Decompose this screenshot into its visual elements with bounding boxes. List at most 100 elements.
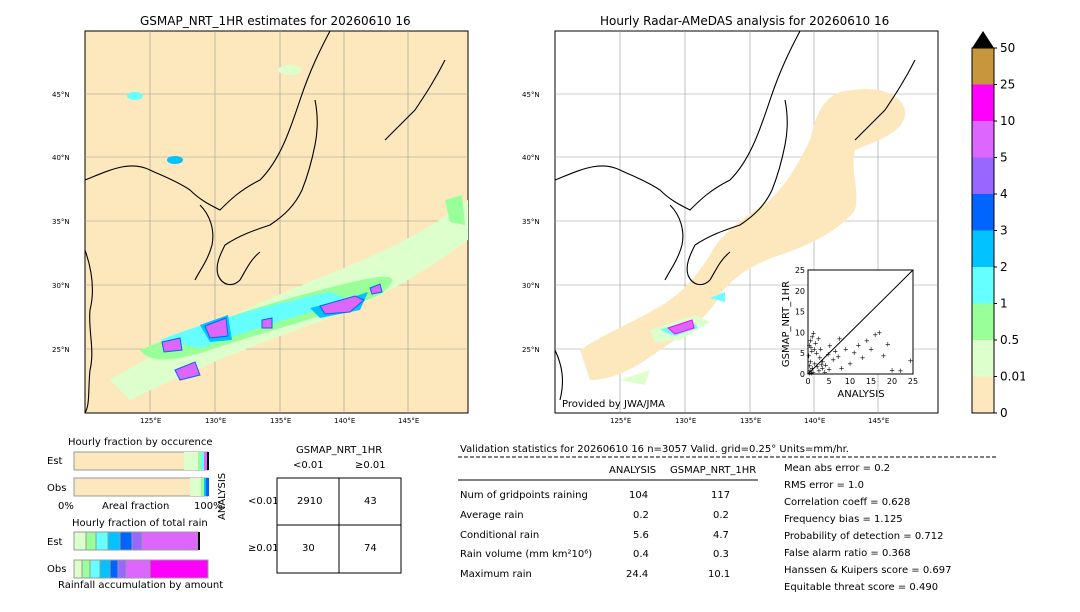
cell-value: 43 [364, 496, 377, 507]
stat-label: Num of gridpoints raining [460, 490, 588, 501]
colorbar-swatch [972, 340, 994, 377]
scatter-point: + [809, 333, 815, 341]
scatter-point: + [822, 368, 828, 376]
lon-label: 135°E [270, 417, 292, 425]
scatter-point: + [816, 335, 822, 343]
scatter-point: + [808, 369, 814, 377]
scatter-xtick: 25 [908, 377, 918, 386]
scatter-point: + [820, 358, 826, 366]
lon-label: 145°E [868, 417, 890, 425]
scatter-point: + [808, 343, 814, 351]
scatter-point: + [808, 358, 814, 366]
divider-line [458, 456, 998, 458]
scatter-point: + [811, 346, 817, 354]
lat-label: 45°N [52, 91, 70, 99]
contingency-title: GSMAP_NRT_1HR [296, 445, 383, 456]
scatter-point: + [812, 360, 818, 368]
scatter-xtick: 0 [805, 377, 810, 386]
scatter-point: + [809, 364, 815, 372]
lat-label: 25°N [52, 346, 70, 354]
stat-gsmap: 10.1 [708, 569, 731, 580]
scatter-point: + [897, 367, 903, 375]
axis-mid-label: Areal fraction [102, 501, 170, 512]
scatter-point: + [851, 349, 857, 357]
colorbar-swatch [972, 230, 994, 267]
lat-label: 35°N [52, 218, 70, 226]
scatter-point: + [847, 360, 853, 368]
colorbar-swatch [972, 157, 994, 194]
lon-label: 145°E [398, 417, 420, 425]
col-analysis: ANALYSIS [609, 465, 657, 476]
colorbar-swatch [972, 267, 994, 304]
score-line: RMS error = 1.0 [784, 480, 864, 491]
stat-analysis: 104 [629, 490, 649, 501]
lon-label: 125°E [610, 417, 632, 425]
scatter-ylabel: GSMAP_NRT_1HR [781, 281, 792, 367]
scatter-plot: ++++++++++++++++++++++++++++++++++++++++… [781, 266, 918, 400]
stat-label: Maximum rain [460, 569, 532, 580]
colorbar-label: 25 [1000, 78, 1015, 92]
scatter-ytick: 25 [795, 266, 805, 275]
lat-label: 45°N [522, 91, 540, 99]
scatter-point: + [806, 341, 812, 349]
est-label: Est [47, 537, 63, 548]
scatter-point: + [807, 367, 813, 375]
scatter-point: + [860, 354, 866, 362]
score-line: Probability of detection = 0.712 [784, 531, 944, 542]
scatter-point: + [876, 329, 882, 337]
lat-label: 40°N [52, 154, 70, 162]
col-header: ≥0.01 [355, 460, 386, 471]
col-header: <0.01 [293, 460, 324, 471]
scatter-point: + [814, 363, 820, 371]
row-header: ≥0.01 [248, 543, 279, 554]
lon-label: 140°E [334, 417, 356, 425]
axis-left-label: 0% [58, 501, 74, 512]
scatter-ytick: 5 [800, 349, 805, 358]
score-line: Hanssen & Kuipers score = 0.697 [784, 565, 952, 576]
stat-gsmap: 4.7 [713, 530, 729, 541]
scatter-point: + [839, 364, 845, 372]
stat-gsmap: 0.2 [713, 510, 729, 521]
stat-label: Conditional rain [460, 530, 540, 541]
lon-label: 140°E [804, 417, 826, 425]
colorbar-swatch [972, 84, 994, 121]
score-line: Correlation coeff = 0.628 [784, 497, 911, 508]
left-map: 45°N 40°N 35°N 30°N 25°N [52, 30, 469, 414]
scatter-point: + [881, 352, 887, 360]
est-label: Est [47, 456, 63, 467]
lon-label: 130°E [205, 417, 227, 425]
colorbar-swatch [972, 303, 994, 340]
col-gsmap: GSMAP_NRT_1HR [670, 465, 757, 476]
scatter-point: + [818, 346, 824, 354]
total-bars [73, 531, 209, 579]
scatter-point: + [827, 342, 833, 350]
score-line: Equitable threat score = 0.490 [784, 582, 939, 593]
scatter-point: + [816, 367, 822, 375]
occurrence-title: Hourly fraction by occurence [68, 437, 213, 448]
colorbar-label: 0.5 [1000, 333, 1019, 347]
colorbar-label: 4 [1000, 187, 1008, 201]
colorbar-label: 3 [1000, 224, 1008, 238]
colorbar-swatch [972, 48, 994, 85]
obs-label: Obs [47, 564, 67, 575]
scatter-point: + [806, 370, 812, 378]
colorbar-swatch [972, 376, 994, 413]
scatter-ytick: 15 [795, 308, 805, 317]
scatter-point: + [864, 337, 870, 345]
right-map-title: Hourly Radar-AMeDAS analysis for 2026061… [600, 14, 890, 28]
colorbar-label: 50 [1000, 41, 1015, 55]
colorbar: 50 25 10 5 4 3 2 1 0.5 0.01 0 [971, 31, 1025, 418]
score-line: Mean abs error = 0.2 [784, 463, 891, 474]
scatter-point: + [885, 341, 891, 349]
stat-analysis: 5.6 [633, 530, 649, 541]
stat-gsmap: 0.3 [713, 549, 729, 560]
row-axis-label: ANALYSIS [217, 472, 228, 520]
scatter-point: + [813, 339, 819, 347]
total-footer: Rainfall accumulation by amount [58, 580, 224, 591]
scatter-point: + [809, 348, 815, 356]
row-header: <0.01 [248, 496, 279, 507]
colorbar-label: 0 [1000, 406, 1008, 418]
cell-value: 30 [302, 543, 315, 554]
contingency-grid [276, 477, 402, 574]
scatter-point: + [832, 348, 838, 356]
